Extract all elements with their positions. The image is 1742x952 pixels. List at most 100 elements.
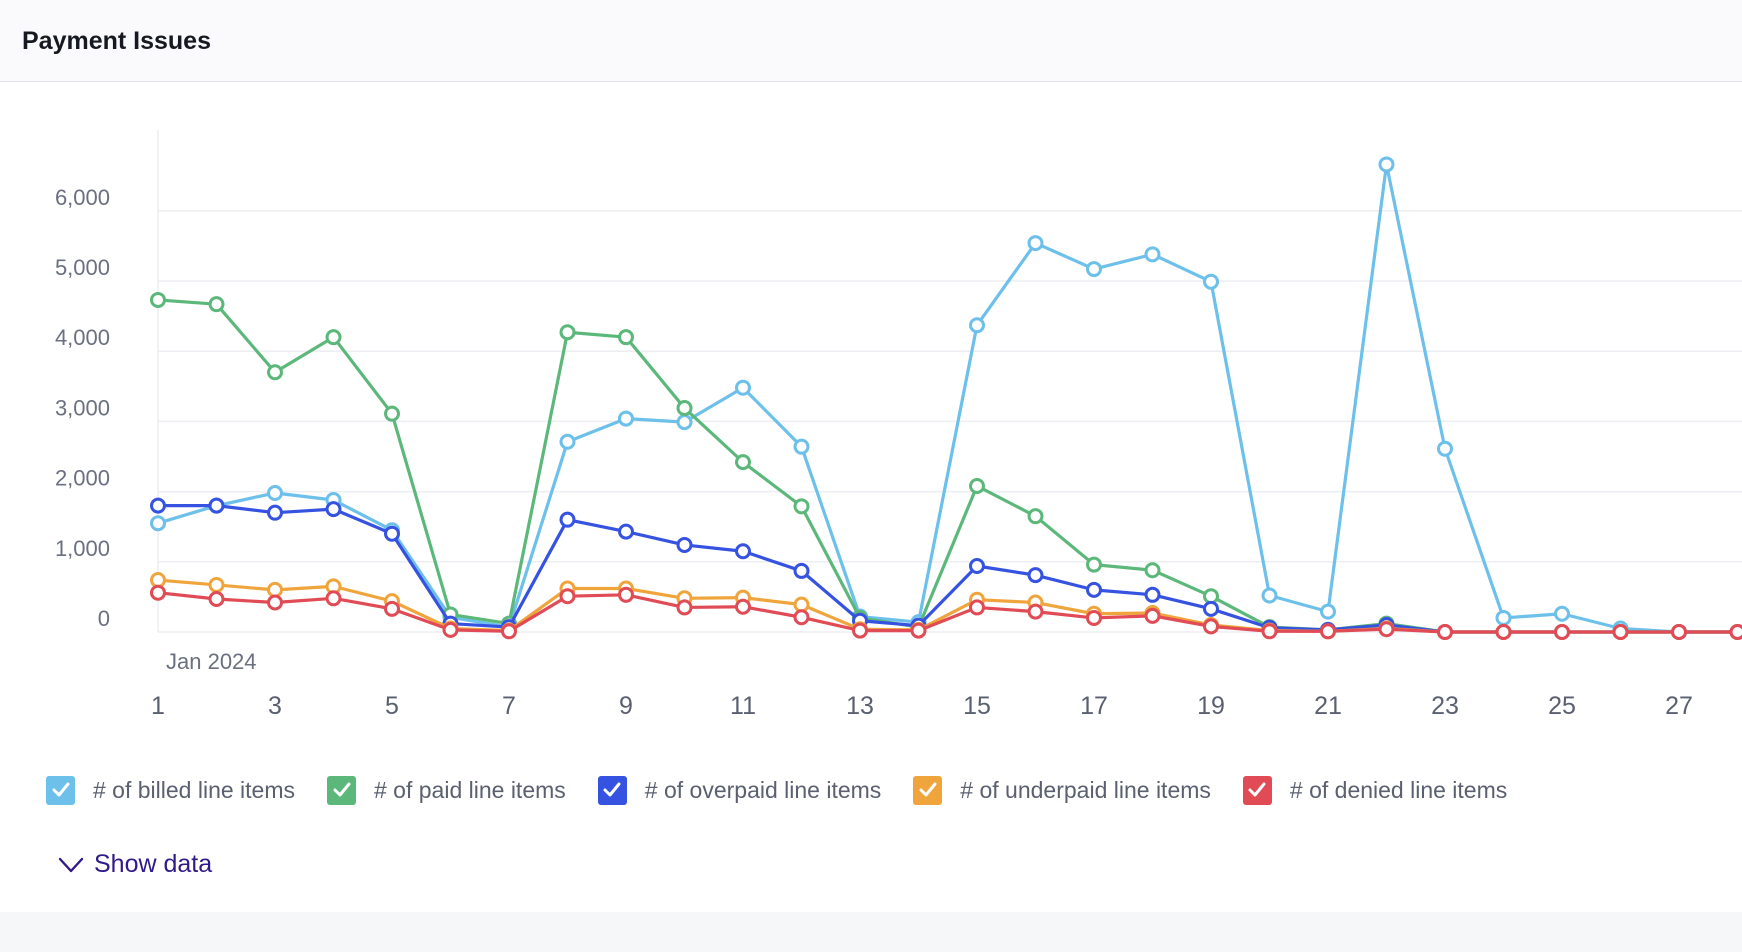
x-tick-label: 7: [502, 692, 516, 720]
data-point-overpaid: [793, 562, 810, 579]
data-point-denied: [267, 594, 283, 611]
data-point-billed: [1086, 261, 1102, 278]
data-point-denied: [1437, 624, 1453, 640]
legend-checkbox[interactable]: [327, 775, 356, 805]
x-tick-label: 1: [151, 692, 165, 720]
checkmark-icon: [52, 782, 69, 797]
data-point-denied: [325, 590, 342, 607]
legend-item-underpaid[interactable]: # of underpaid line items: [913, 775, 1211, 805]
panel-title: Payment Issues: [22, 27, 211, 55]
data-point-overpaid: [325, 501, 342, 518]
data-point-paid: [1027, 508, 1044, 525]
show-data-toggle[interactable]: Show data: [58, 850, 212, 879]
data-point-overpaid: [676, 536, 693, 553]
panel-header: Payment Issues: [0, 0, 1742, 82]
legend-item-denied[interactable]: # of denied line items: [1242, 775, 1508, 805]
data-point-denied: [1320, 623, 1336, 640]
data-point-paid: [208, 296, 225, 313]
data-point-billed: [1378, 156, 1395, 173]
data-point-denied: [618, 586, 634, 603]
x-tick-label: 3: [268, 692, 282, 720]
series-line-denied: [156, 591, 1740, 634]
data-point-denied: [676, 599, 693, 616]
x-tick-label: 9: [619, 692, 633, 720]
data-point-paid: [384, 405, 400, 422]
data-point-billed: [1320, 603, 1336, 620]
x-tick-label: 23: [1431, 692, 1459, 720]
data-point-billed: [969, 317, 985, 334]
data-point-paid: [1086, 556, 1102, 573]
legend-label: # of overpaid line items: [644, 776, 882, 803]
legend-label: # of underpaid line items: [960, 776, 1211, 803]
x-tick-label: 27: [1665, 692, 1693, 720]
data-point-billed: [1027, 235, 1044, 252]
data-point-underpaid: [208, 576, 225, 593]
data-point-denied: [1495, 624, 1512, 640]
legend-checkbox[interactable]: [46, 775, 75, 805]
show-data-label: Show data: [94, 850, 213, 878]
legend-label: # of paid line items: [374, 776, 566, 803]
legend-checkbox[interactable]: [913, 775, 943, 805]
data-point-billed: [150, 515, 166, 532]
data-point-overpaid: [384, 525, 400, 542]
legend-checkbox[interactable]: [597, 775, 627, 805]
legend-item-paid[interactable]: # of paid line items: [327, 775, 566, 805]
legend-checkbox[interactable]: [1242, 775, 1272, 805]
y-tick-label: 5,000: [55, 255, 110, 280]
data-point-billed: [1437, 440, 1453, 457]
data-point-overpaid: [150, 497, 166, 514]
data-point-billed: [618, 410, 634, 427]
legend-item-overpaid[interactable]: # of overpaid line items: [597, 775, 882, 805]
legend-item-billed[interactable]: # of billed line items: [46, 775, 295, 805]
data-point-paid: [1203, 588, 1219, 605]
data-point-denied: [208, 591, 225, 608]
y-tick-label: 3,000: [55, 395, 110, 420]
data-point-denied: [559, 588, 576, 605]
x-tick-label: 25: [1548, 692, 1576, 720]
data-point-denied: [1027, 603, 1044, 620]
data-point-denied: [1612, 624, 1629, 640]
data-point-paid: [676, 400, 693, 417]
data-point-denied: [1203, 618, 1219, 635]
x-tick-label: 21: [1314, 692, 1342, 720]
data-point-denied: [501, 623, 517, 640]
data-point-paid: [735, 454, 751, 471]
data-point-overpaid: [1144, 586, 1161, 603]
y-tick-label: 1,000: [55, 536, 110, 561]
data-point-paid: [325, 329, 342, 346]
checkmark-icon: [333, 782, 350, 797]
data-point-denied: [1086, 609, 1102, 626]
legend-label: # of denied line items: [1289, 776, 1508, 803]
checkmark-icon: [603, 782, 621, 797]
data-point-billed: [676, 414, 693, 431]
data-point-billed: [559, 433, 576, 450]
data-point-underpaid: [150, 572, 166, 589]
x-tick-label: 11: [730, 692, 756, 720]
date-label: Jan 2024: [166, 649, 257, 674]
x-tick-label: 13: [846, 692, 874, 720]
data-point-overpaid: [559, 511, 576, 528]
data-point-overpaid: [618, 523, 634, 540]
data-point-paid: [267, 364, 283, 381]
data-point-underpaid: [267, 581, 283, 598]
data-point-overpaid: [969, 558, 985, 575]
data-point-denied: [1729, 624, 1742, 640]
y-tick-label: 2,000: [55, 466, 110, 491]
data-point-overpaid: [1086, 581, 1102, 598]
data-point-denied: [1261, 623, 1278, 640]
data-point-denied: [1554, 624, 1570, 640]
data-point-denied: [442, 621, 459, 638]
data-point-overpaid: [208, 497, 225, 514]
x-tick-label: 15: [963, 692, 991, 720]
legend-label: # of billed line items: [93, 776, 295, 803]
series-line-billed: [156, 162, 1740, 634]
data-point-denied: [1671, 624, 1687, 640]
data-point-denied: [150, 584, 166, 601]
data-point-billed: [735, 379, 751, 396]
y-tick-label: 6,000: [55, 185, 110, 210]
data-point-denied: [384, 600, 400, 617]
chevron-down-icon: [58, 857, 84, 872]
y-tick-label: 0: [98, 606, 110, 631]
payment-issues-panel: Payment Issues 0 1,000 2,000 3,000 4,000 5,00…: [0, 0, 1742, 879]
x-tick-label: 19: [1197, 692, 1225, 720]
